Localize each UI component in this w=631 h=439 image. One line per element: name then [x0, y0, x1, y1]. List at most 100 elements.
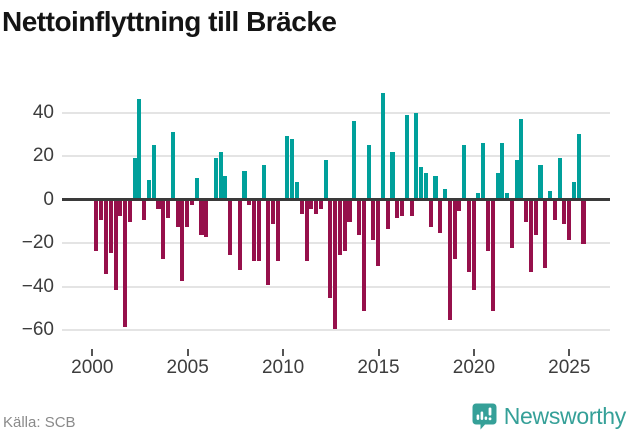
bar-2005-q1	[189, 200, 194, 205]
bar-2003-q3	[161, 200, 166, 260]
bar-2023-q1	[533, 200, 538, 236]
bar-2016-q2	[404, 114, 409, 200]
x-axis-tick	[282, 349, 285, 356]
bar-2022-q2	[519, 119, 524, 200]
bar-2004-q3	[180, 200, 185, 281]
y-axis-tick-label: −20	[21, 232, 54, 253]
bar-2009-q1	[266, 200, 271, 286]
bar-2001-q4	[127, 200, 132, 223]
bar-2002-q3	[142, 200, 147, 221]
bar-2021-q1	[495, 173, 500, 200]
bar-2023-q3	[543, 200, 548, 268]
y-axis-tick-label: −60	[21, 319, 54, 340]
bar-2016-q4	[414, 112, 419, 200]
bar-2013-q2	[347, 200, 352, 223]
newsworthy-logo-text: Newsworthy	[503, 403, 627, 429]
bar-2000-q2	[99, 200, 104, 221]
bar-2017-q3	[428, 200, 433, 227]
bar-2019-q4	[471, 200, 476, 290]
bar-2004-q2	[175, 200, 180, 227]
y-axis-tick-label: 40	[32, 101, 54, 123]
bar-2025-q1	[571, 182, 576, 200]
bar-2021-q3	[505, 192, 510, 200]
bar-2024-q2	[557, 158, 562, 200]
bar-2023-q2	[538, 164, 543, 200]
bar-2014-q4	[376, 200, 381, 266]
gridline	[62, 329, 610, 331]
x-axis-tick-label: 2000	[71, 357, 114, 378]
bar-2013-q4	[357, 200, 362, 236]
bar-2021-q2	[500, 142, 505, 200]
bar-2020-q3	[485, 200, 491, 251]
bar-2012-q2	[328, 200, 333, 299]
bar-2009-q2	[271, 200, 276, 225]
bar-2017-q4	[433, 175, 438, 200]
bar-2019-q2	[462, 145, 467, 200]
bar-2005-q3	[199, 200, 204, 236]
bar-2001-q3	[123, 200, 128, 327]
zero-axis-line	[62, 198, 610, 201]
bar-2022-q1	[514, 160, 519, 200]
bar-2001-q2	[118, 200, 123, 216]
source-note: Källa: SCB	[3, 414, 76, 431]
bar-2020-q4	[490, 200, 495, 312]
y-axis-tick-label: 20	[32, 145, 54, 166]
bar-2006-q2	[213, 158, 218, 200]
bar-2012-q3	[333, 200, 338, 329]
bar-2008-q3	[256, 200, 261, 262]
bar-2008-q4	[261, 164, 266, 200]
bar-2011-q4	[318, 200, 323, 210]
bar-2017-q1	[419, 166, 424, 200]
x-axis-tick-label: 2015	[357, 357, 400, 378]
bar-2018-q2	[442, 188, 448, 200]
bar-2009-q3	[275, 200, 280, 262]
bar-2001-q1	[113, 200, 118, 290]
bar-2016-q1	[400, 200, 405, 216]
bar-2019-q1	[457, 200, 462, 212]
bar-2014-q1	[361, 200, 366, 312]
bar-2000-q3	[103, 200, 109, 275]
bar-2002-q2	[137, 99, 142, 200]
bar-2018-q3	[447, 200, 452, 321]
bar-2006-q3	[218, 151, 223, 200]
bar-2005-q4	[204, 200, 209, 238]
newsworthy-logo[interactable]: Newsworthy	[472, 403, 626, 430]
bar-2018-q1	[438, 200, 443, 234]
bar-2014-q3	[371, 200, 376, 240]
bar-2014-q2	[366, 145, 371, 200]
bar-2021-q4	[509, 200, 514, 249]
bar-2006-q4	[223, 175, 228, 200]
x-axis-tick-label: 2020	[452, 357, 496, 378]
x-axis-tick	[91, 349, 94, 356]
bar-2003-q2	[156, 200, 161, 210]
bar-2005-q2	[194, 177, 199, 200]
bar-2010-q3	[294, 182, 300, 200]
bar-2012-q4	[337, 200, 343, 255]
bar-2007-q3	[237, 200, 242, 271]
gridline	[62, 155, 610, 157]
bar-2000-q1	[94, 200, 99, 251]
bar-2008-q1	[247, 200, 252, 205]
x-axis-tick-label: 2025	[548, 357, 591, 378]
bar-2013-q1	[342, 200, 347, 251]
bar-2020-q1	[476, 192, 481, 200]
bar-2012-q1	[323, 160, 328, 200]
bar-2024-q1	[552, 200, 557, 221]
y-axis-tick-label: 0	[43, 188, 54, 210]
x-axis-tick	[186, 349, 189, 356]
gridline	[62, 111, 610, 114]
bar-2011-q2	[309, 200, 314, 210]
bar-2019-q3	[466, 200, 471, 273]
bar-2020-q2	[481, 142, 486, 200]
bar-2024-q3	[562, 200, 567, 225]
x-axis-tick	[568, 349, 571, 356]
bar-2022-q4	[528, 200, 534, 273]
bar-2003-q4	[166, 200, 171, 218]
bar-2017-q2	[423, 173, 428, 200]
bar-2008-q2	[251, 200, 257, 262]
bar-2010-q1	[285, 136, 290, 200]
bar-2024-q4	[567, 200, 572, 240]
bar-2022-q3	[524, 200, 529, 223]
bar-2013-q3	[352, 121, 357, 200]
